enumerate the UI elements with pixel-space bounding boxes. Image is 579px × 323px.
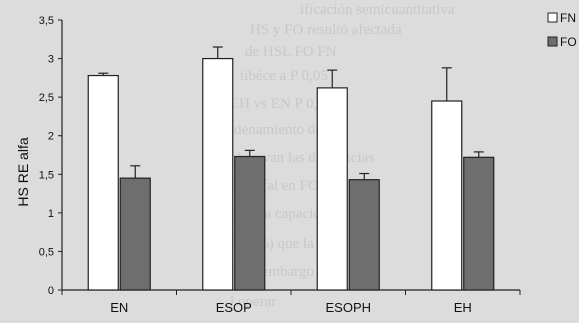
- error-bar: [212, 46, 223, 59]
- bar-fn-esoph: [316, 87, 348, 291]
- y-tick-label: 0: [48, 285, 54, 297]
- error-bar: [244, 149, 255, 157]
- y-tick-label: 2: [48, 131, 54, 143]
- bar-fo-esoph: [348, 179, 380, 291]
- bar-fo-esop: [234, 155, 266, 291]
- bar-fn-eh: [431, 100, 463, 291]
- bar-fn-en: [87, 74, 119, 291]
- bars: [87, 46, 495, 291]
- legend-label-fn: FN: [560, 11, 576, 25]
- error-bar: [98, 72, 109, 76]
- y-tick-label: 3: [48, 54, 54, 66]
- x-category-label: ESOPH: [325, 300, 371, 315]
- y-tick-label: 1: [48, 208, 54, 220]
- x-category-label: EN: [110, 300, 128, 315]
- error-bar: [327, 69, 338, 88]
- y-tick-label: 3,5: [39, 15, 54, 27]
- x-axis: EN ESOP ESOPH EH: [61, 289, 521, 315]
- error-bar: [359, 172, 370, 180]
- bar-fo-eh: [463, 156, 495, 291]
- error-bar: [441, 67, 452, 101]
- y-axis: 0 0,5 1 1,5 2 2,5 3 3,5: [39, 15, 63, 297]
- y-tick-label: 0,5: [39, 246, 54, 258]
- y-tick-label: 1,5: [39, 169, 54, 181]
- error-bar: [130, 165, 141, 179]
- bar-fo-en: [119, 177, 151, 291]
- y-tick-label: 2,5: [39, 92, 54, 104]
- bar-fn-esop: [202, 57, 234, 291]
- legend-swatch-fn: [547, 12, 558, 23]
- legend: FN FO: [547, 11, 577, 49]
- x-category-label: EH: [454, 300, 472, 315]
- error-bar: [473, 151, 484, 158]
- y-axis-title: HS RE alfa: [15, 137, 31, 206]
- legend-swatch-fo: [547, 36, 558, 47]
- x-category-label: ESOP: [216, 300, 252, 315]
- legend-label-fo: FO: [560, 35, 577, 49]
